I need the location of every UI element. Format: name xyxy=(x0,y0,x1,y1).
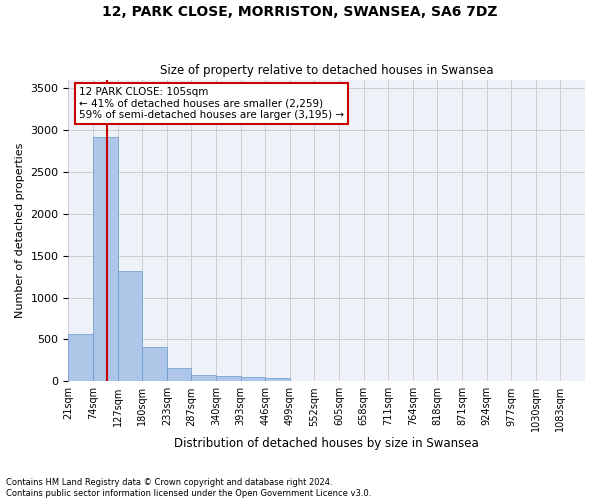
Bar xyxy=(167,368,191,382)
Bar xyxy=(265,378,290,382)
Title: Size of property relative to detached houses in Swansea: Size of property relative to detached ho… xyxy=(160,64,493,77)
Bar xyxy=(93,138,118,382)
Bar xyxy=(118,270,142,382)
Text: 12 PARK CLOSE: 105sqm
← 41% of detached houses are smaller (2,259)
59% of semi-d: 12 PARK CLOSE: 105sqm ← 41% of detached … xyxy=(79,87,344,120)
Bar xyxy=(142,347,167,382)
Y-axis label: Number of detached properties: Number of detached properties xyxy=(15,143,25,318)
Bar xyxy=(191,374,216,382)
X-axis label: Distribution of detached houses by size in Swansea: Distribution of detached houses by size … xyxy=(175,437,479,450)
Text: 12, PARK CLOSE, MORRISTON, SWANSEA, SA6 7DZ: 12, PARK CLOSE, MORRISTON, SWANSEA, SA6 … xyxy=(102,5,498,19)
Bar xyxy=(68,334,93,382)
Bar xyxy=(216,376,241,382)
Text: Contains HM Land Registry data © Crown copyright and database right 2024.
Contai: Contains HM Land Registry data © Crown c… xyxy=(6,478,371,498)
Bar xyxy=(241,377,265,382)
